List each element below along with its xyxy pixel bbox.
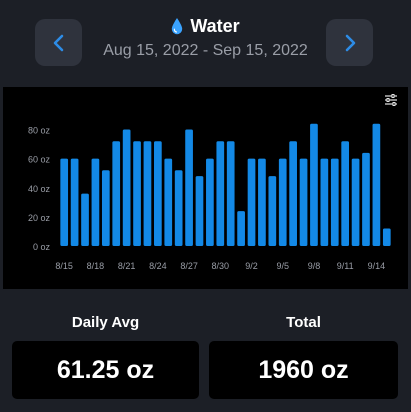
- x-tick-label: 8/21: [118, 261, 136, 271]
- water-chart: 0 oz 20 oz 40 oz 60 oz 80 oz 8/15 8/18 8/21 8/24…: [3, 87, 408, 289]
- chart-bar[interactable]: [154, 141, 162, 246]
- daily-avg-card: 61.25 oz: [12, 341, 199, 399]
- daily-avg-label: Daily Avg: [71, 314, 140, 331]
- chart-bar[interactable]: [122, 129, 131, 246]
- chart-bar[interactable]: [133, 141, 141, 246]
- chart-bar[interactable]: [372, 123, 381, 246]
- chart-bar[interactable]: [289, 141, 297, 246]
- total-label: Total: [286, 314, 321, 331]
- chart-bar[interactable]: [70, 158, 79, 246]
- y-tick-label: 0 oz: [33, 242, 51, 252]
- y-tick-label: 80 oz: [28, 126, 51, 136]
- chart-bar[interactable]: [185, 129, 193, 246]
- date-range: Aug 15, 2022 - Sep 15, 2022: [103, 42, 308, 59]
- y-tick-label: 40 oz: [28, 184, 51, 194]
- x-tick-label: 9/14: [368, 261, 386, 271]
- chart-bar[interactable]: [247, 158, 256, 246]
- x-tick-label: 8/24: [149, 261, 167, 271]
- y-tick-label: 60 oz: [28, 155, 51, 165]
- sliders-icon[interactable]: [384, 94, 398, 106]
- chart-bar[interactable]: [310, 123, 318, 246]
- chart-bar[interactable]: [60, 158, 69, 246]
- chart-bar[interactable]: [362, 152, 370, 246]
- water-drop-icon: [172, 18, 183, 35]
- chart-bar[interactable]: [341, 141, 350, 246]
- title-row: Water: [0, 13, 411, 39]
- chart-bar[interactable]: [278, 158, 287, 246]
- chart-bar[interactable]: [382, 228, 391, 246]
- x-tick-label: 8/27: [180, 261, 198, 271]
- chart-bar[interactable]: [91, 158, 100, 246]
- chart-bar[interactable]: [237, 211, 245, 246]
- total-card: 1960 oz: [209, 341, 398, 399]
- x-tick-label: 9/2: [245, 261, 258, 271]
- chart-bar[interactable]: [226, 141, 235, 246]
- y-tick-label: 20 oz: [28, 213, 51, 223]
- chart-bar[interactable]: [195, 176, 204, 246]
- chart-bar[interactable]: [174, 170, 183, 246]
- x-tick-label: 9/11: [337, 261, 354, 271]
- chevron-left-icon: [53, 34, 63, 51]
- chart-bar[interactable]: [206, 158, 214, 246]
- x-tick-label: 8/30: [212, 261, 230, 271]
- chart-bar[interactable]: [258, 158, 266, 246]
- chart-bar[interactable]: [81, 193, 89, 246]
- previous-period-button[interactable]: [35, 19, 82, 66]
- chart-bar[interactable]: [216, 141, 225, 246]
- chart-bar[interactable]: [101, 170, 110, 246]
- chart-bar[interactable]: [268, 176, 277, 246]
- total-value: 1960 oz: [258, 355, 349, 384]
- page-title: Water: [190, 15, 240, 36]
- chart-bar[interactable]: [351, 158, 360, 246]
- x-tick-label: 8/18: [87, 261, 105, 271]
- x-tick-label: 8/15: [55, 261, 73, 271]
- x-tick-label: 9/8: [308, 261, 321, 271]
- daily-avg-value: 61.25 oz: [56, 355, 155, 384]
- chart-bar[interactable]: [143, 141, 152, 246]
- chart-bar[interactable]: [320, 158, 329, 246]
- chart-bar[interactable]: [299, 158, 308, 246]
- x-tick-label: 9/5: [276, 261, 289, 271]
- chart-canvas: 0 oz 20 oz 40 oz 60 oz 80 oz 8/15 8/18 8/21 8/24…: [28, 123, 391, 271]
- chevron-right-icon: [345, 34, 355, 51]
- next-period-button[interactable]: [326, 19, 373, 66]
- chart-bar[interactable]: [164, 158, 173, 246]
- chart-bar[interactable]: [330, 158, 339, 246]
- chart-bar[interactable]: [112, 141, 121, 246]
